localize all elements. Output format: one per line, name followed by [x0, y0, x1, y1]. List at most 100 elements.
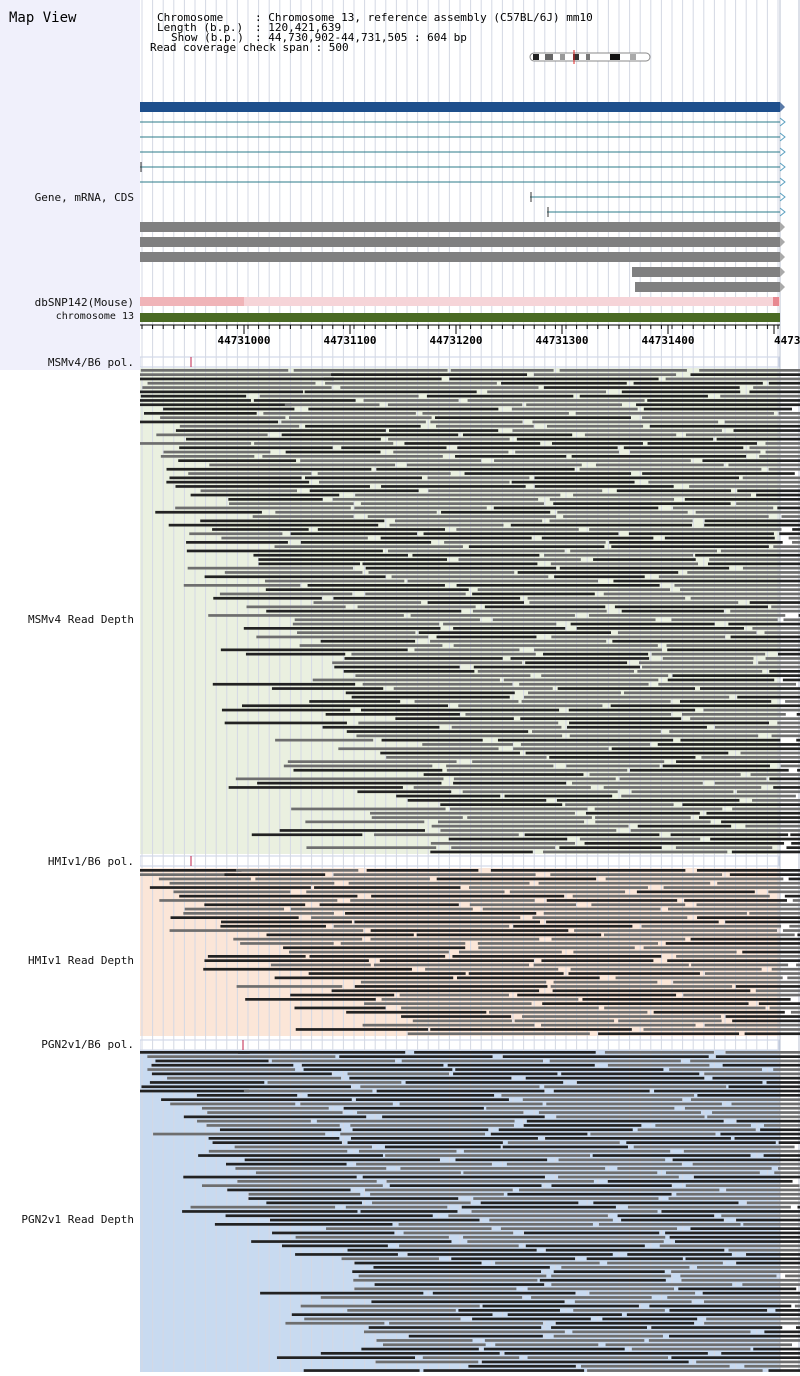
read-bar: [226, 1162, 347, 1166]
read-bar: [743, 1223, 800, 1226]
read-bar: [710, 837, 800, 841]
read-bar: [365, 1188, 513, 1192]
read-bar: [511, 480, 635, 484]
read-bar: [546, 920, 719, 924]
read-bar: [351, 652, 536, 656]
gene-track-label[interactable]: Gene, mRNA, CDS: [34, 191, 134, 204]
read-bar: [482, 1304, 639, 1308]
read-bar: [252, 515, 354, 518]
read-bar: [669, 1235, 800, 1239]
read-bar: [666, 644, 800, 647]
read-bar: [532, 916, 688, 919]
cds-bar: [140, 222, 780, 232]
read-bar: [734, 1137, 800, 1140]
read-bar: [266, 1201, 362, 1205]
read-bar: [275, 738, 374, 742]
read-bar: [212, 528, 309, 531]
read-bar: [422, 1356, 520, 1359]
read-bar: [504, 1352, 708, 1355]
dbsnp-track-label[interactable]: dbSNP142(Mouse): [34, 296, 134, 309]
read-bar: [605, 877, 784, 881]
read-bar: [208, 614, 404, 617]
read-bar: [572, 1330, 751, 1334]
read-bar: [685, 433, 800, 437]
read-bar: [349, 1076, 512, 1080]
read-bar: [648, 1339, 800, 1342]
read-bar: [140, 394, 247, 398]
read-bar: [240, 942, 334, 945]
read-bar: [559, 566, 730, 570]
read-bar: [783, 618, 800, 622]
read-bar: [389, 1184, 542, 1187]
read-bar: [362, 682, 513, 686]
read-bar: [760, 1128, 800, 1132]
read-bar: [633, 381, 763, 385]
read-bar: [473, 665, 640, 669]
msm-depth-label[interactable]: MSMv4 Read Depth: [28, 613, 134, 626]
hmi-depth-label[interactable]: HMIv1 Read Depth: [28, 954, 134, 967]
read-bar: [469, 903, 577, 907]
read-bar: [427, 601, 525, 604]
read-bar: [283, 764, 433, 768]
read-bar: [458, 558, 581, 561]
read-bar: [140, 420, 279, 424]
read-bar: [572, 781, 703, 785]
read-bar: [356, 734, 563, 738]
read-bar: [183, 1115, 367, 1119]
read-bar: [455, 1158, 548, 1162]
read-bar: [344, 657, 503, 660]
read-bar: [407, 579, 599, 583]
read-bar: [534, 485, 674, 488]
read-bar: [756, 493, 800, 497]
read-bar: [490, 869, 686, 872]
read-bar: [553, 1089, 650, 1093]
read-bar: [469, 886, 648, 889]
read-bar: [456, 976, 600, 980]
read-bar: [467, 1240, 664, 1243]
read-bar: [612, 639, 800, 643]
read-bar: [696, 869, 800, 872]
read-bar: [147, 381, 316, 385]
read-bar: [156, 433, 268, 437]
read-bar: [721, 1352, 800, 1355]
read-bar: [301, 1063, 444, 1067]
read-bar: [664, 536, 775, 540]
msm-pol-label[interactable]: MSMv4/B6 pol.: [47, 356, 134, 369]
read-bar: [251, 833, 363, 837]
read-bar: [358, 1274, 547, 1278]
read-bar: [317, 528, 446, 531]
read-bar: [149, 886, 311, 889]
read-bar: [451, 846, 556, 849]
read-bar: [256, 635, 429, 639]
read-bar: [370, 811, 575, 815]
read-bar: [385, 1154, 591, 1157]
read-bar: [401, 1006, 599, 1010]
read-bar: [345, 691, 515, 695]
read-bar: [208, 1137, 340, 1140]
read-bar: [306, 846, 437, 849]
read-bar: [399, 1102, 543, 1106]
read-bar: [595, 820, 711, 824]
pgn-pol-label[interactable]: PGN2v1/B6 pol.: [41, 1038, 134, 1051]
read-bar: [736, 1218, 800, 1222]
read-bar: [549, 519, 693, 523]
read-bar: [364, 1330, 565, 1334]
read-bar: [175, 485, 370, 488]
read-bar: [642, 472, 795, 475]
read-bar: [370, 937, 540, 941]
read-bar: [781, 515, 800, 518]
read-bar: [351, 695, 510, 699]
read-bar: [357, 790, 452, 794]
read-bar: [796, 738, 800, 742]
read-bar: [234, 1145, 372, 1149]
read-bar: [203, 967, 412, 971]
read-bar: [463, 1235, 666, 1239]
pgn-depth-label[interactable]: PGN2v1 Read Depth: [21, 1213, 134, 1226]
read-bar: [517, 571, 679, 574]
read-bar: [655, 1124, 751, 1127]
read-bar: [605, 1343, 792, 1347]
hmi-pol-label[interactable]: HMIv1/B6 pol.: [47, 855, 134, 868]
read-bar: [763, 1124, 800, 1127]
map-canvas[interactable]: 44731000 44731100 44731200 44731300 44731400…: [139, 0, 800, 1372]
read-bar: [785, 1274, 800, 1278]
